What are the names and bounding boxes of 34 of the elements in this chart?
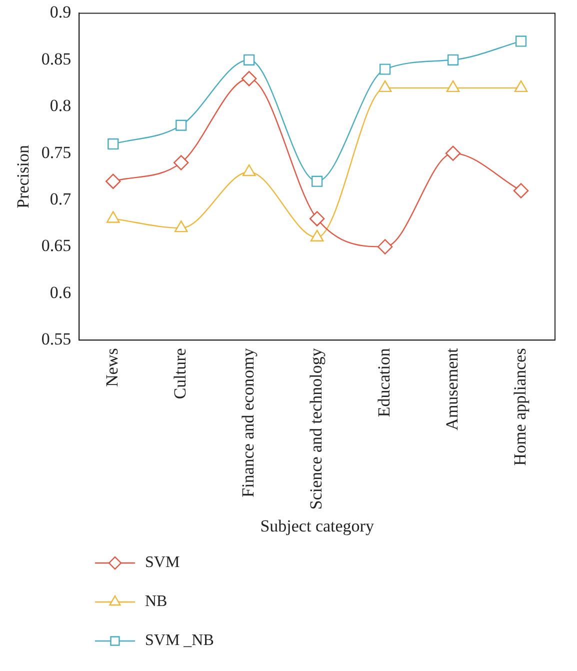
y-tick-label: 0.6 xyxy=(50,282,72,302)
y-tick-label: 0.85 xyxy=(41,49,72,68)
y-tick-label: 0.55 xyxy=(41,330,72,349)
x-tick-label: Finance and economy xyxy=(238,348,258,498)
x-tick-label: Amusement xyxy=(442,348,462,430)
y-tick-label: 0.9 xyxy=(50,2,72,22)
y-tick-label: 0.75 xyxy=(41,142,72,162)
x-axis-title: Subject category xyxy=(260,516,374,536)
point xyxy=(244,54,255,66)
point xyxy=(106,174,121,189)
point xyxy=(380,64,391,75)
point xyxy=(513,183,529,198)
point xyxy=(309,211,325,226)
point xyxy=(241,70,257,86)
point xyxy=(515,36,527,47)
y-tick-label: 0.7 xyxy=(50,190,72,208)
x-tick-label: Science and technology xyxy=(306,348,326,510)
y-axis-title: Precision xyxy=(14,144,33,208)
y-tick-label: 0.8 xyxy=(50,96,72,116)
point xyxy=(108,138,119,150)
point xyxy=(445,146,461,161)
point xyxy=(174,155,189,170)
legend-label: NB xyxy=(145,593,168,610)
x-tick-label: News xyxy=(102,348,122,387)
point xyxy=(377,239,393,254)
y-tick-label: 0.65 xyxy=(41,236,72,256)
point xyxy=(312,176,323,187)
x-tick-label: Education xyxy=(374,348,394,418)
point xyxy=(176,120,187,131)
legend-label: SVM _NB xyxy=(145,632,214,650)
x-tick-label: Culture xyxy=(170,348,190,400)
x-tick-label: Home appliances xyxy=(510,348,530,466)
legend-label: SVM xyxy=(145,554,180,572)
point xyxy=(447,54,459,66)
